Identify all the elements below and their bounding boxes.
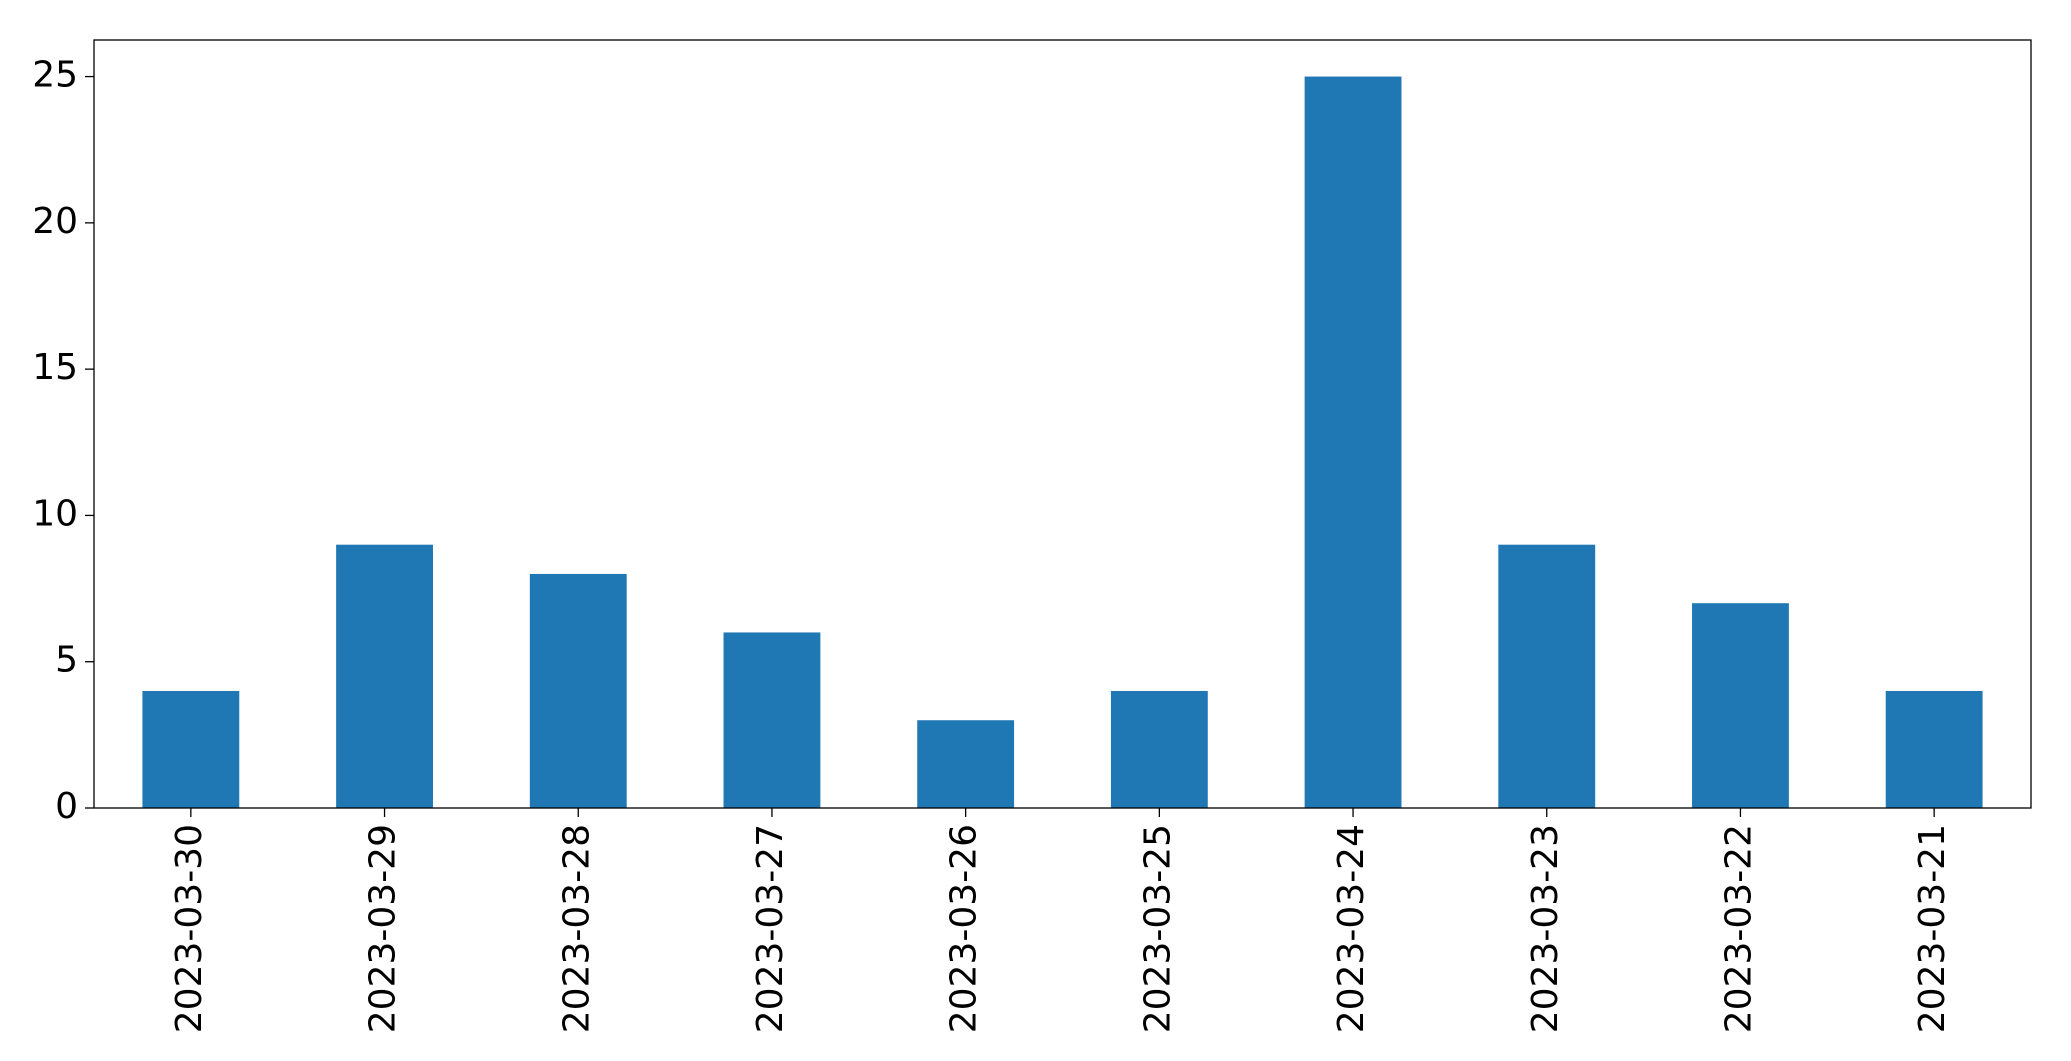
y-tick-label: 25: [32, 55, 78, 96]
y-tick-label: 20: [32, 201, 78, 242]
x-tick-label: 2023-03-27: [750, 824, 791, 1033]
bar: [1110, 690, 1208, 808]
x-tick-label: 2023-03-22: [1718, 824, 1759, 1033]
plot-frame: [93, 39, 2032, 809]
bar: [336, 544, 433, 808]
x-tick-label: 2023-03-29: [363, 824, 404, 1033]
y-tick-label: 0: [55, 786, 78, 827]
bar: [1692, 603, 1789, 808]
bar: [723, 632, 821, 808]
x-tick-label: 2023-03-24: [1331, 824, 1372, 1033]
y-tick-label: 5: [55, 640, 78, 681]
y-tick-label: 15: [32, 347, 78, 388]
x-tick-label: 2023-03-30: [169, 824, 210, 1033]
x-tick-label: 2023-03-26: [944, 824, 985, 1033]
bar: [142, 690, 240, 808]
bar: [1304, 76, 1402, 809]
x-tick-label: 2023-03-25: [1137, 824, 1178, 1033]
bar: [1885, 690, 1983, 808]
bar: [917, 720, 1015, 808]
bar: [529, 573, 627, 808]
bar: [1498, 544, 1596, 808]
x-tick-label: 2023-03-28: [556, 824, 597, 1033]
x-tick-label: 2023-03-21: [1912, 824, 1953, 1033]
x-tick-label: 2023-03-23: [1525, 824, 1566, 1033]
y-tick-label: 10: [32, 493, 78, 534]
